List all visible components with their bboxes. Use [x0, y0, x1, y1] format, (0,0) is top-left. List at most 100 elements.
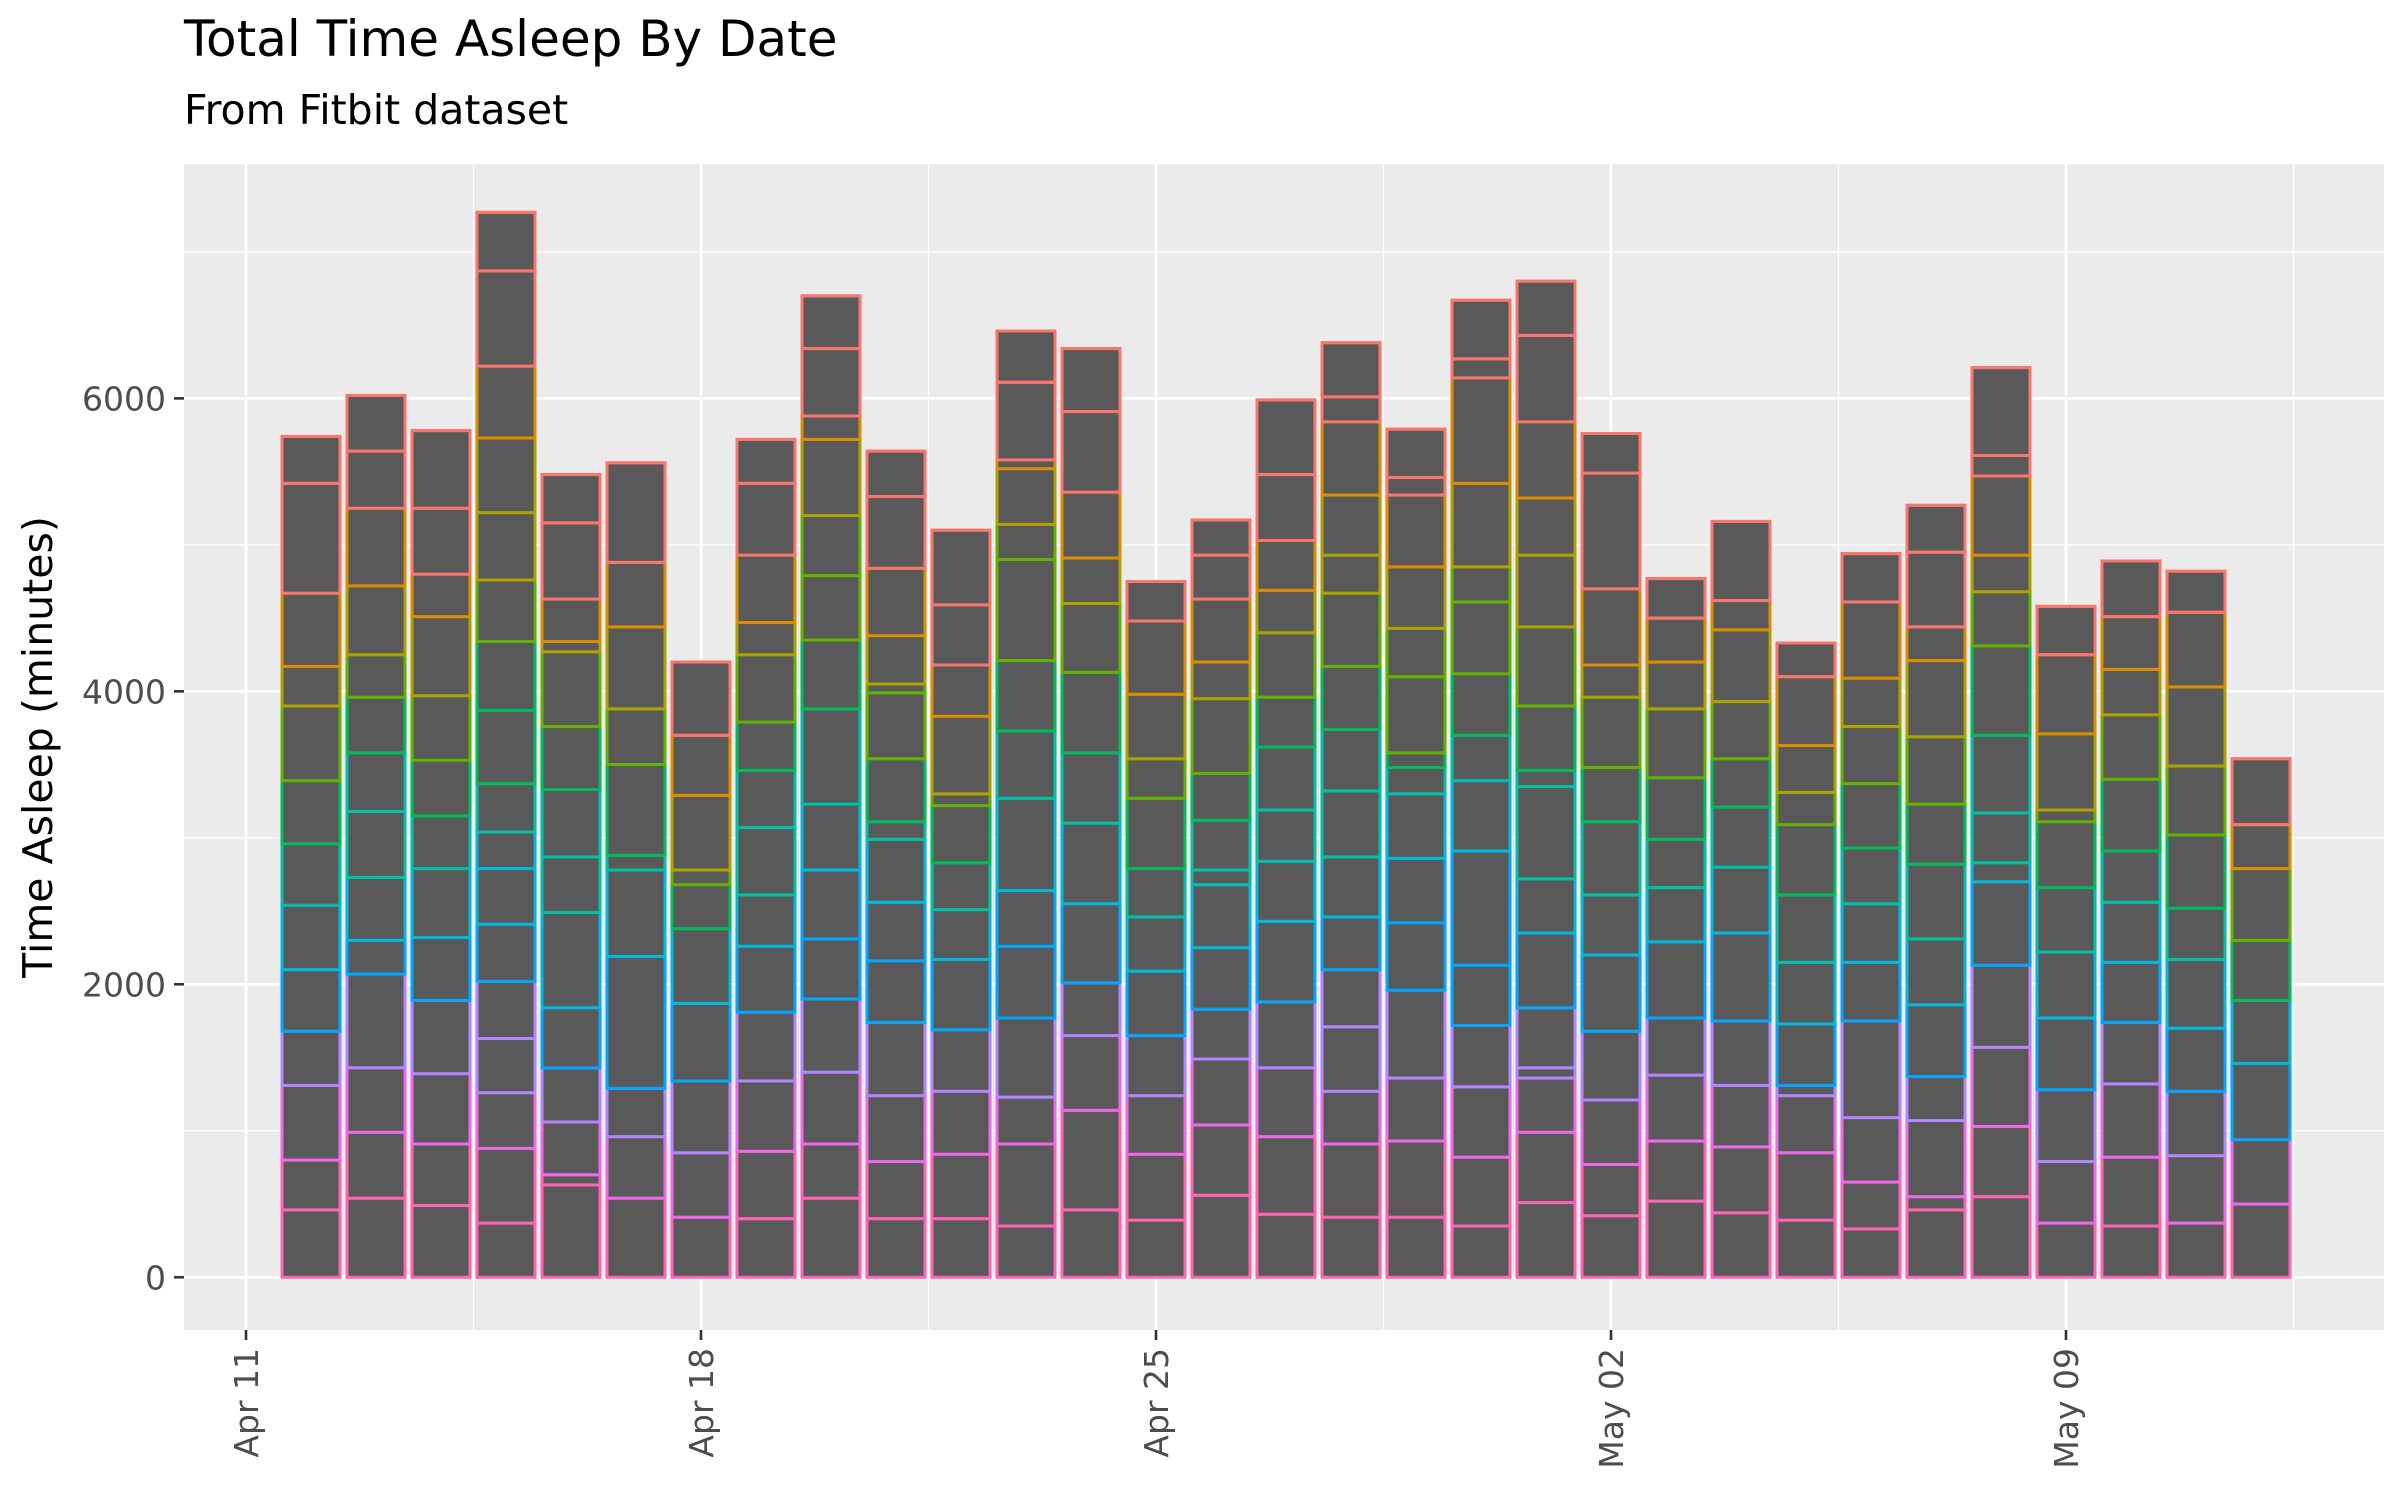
bar-segment	[2035, 950, 2097, 1020]
bars-layer	[280, 210, 2292, 1279]
bar-segment	[2100, 1020, 2162, 1086]
bar-segment	[1645, 886, 1707, 944]
chart-title: Total Time Asleep By Date	[184, 10, 838, 68]
bar-segment	[410, 1203, 472, 1279]
bar-segment	[735, 1149, 797, 1221]
bar-segment	[2100, 960, 2162, 1024]
bar-segment	[670, 1001, 732, 1083]
bar-segment	[1060, 751, 1122, 825]
bar-top-segment	[1385, 427, 1447, 479]
bar-segment	[2035, 1160, 2097, 1225]
bar-segment	[280, 1208, 342, 1279]
bar-segment	[540, 640, 602, 654]
bar-segment	[1320, 553, 1382, 595]
bar-segment	[865, 1020, 927, 1098]
bar-segment	[410, 694, 472, 762]
x-tick-label: May 09	[2047, 1348, 2086, 1469]
bar-segment	[1060, 347, 1122, 414]
bar-segment	[1515, 785, 1577, 881]
bar-segment	[1255, 473, 1317, 542]
bar-segment	[1450, 779, 1512, 853]
bar-segment	[1970, 733, 2032, 815]
bar-segment	[1320, 341, 1382, 399]
bar-segment	[345, 506, 407, 588]
bar-may-01	[1515, 279, 1577, 1279]
bar-segment	[1320, 968, 1382, 1029]
bar-segment	[605, 954, 667, 1090]
bar-segment	[865, 900, 927, 963]
bar-segment	[540, 473, 602, 525]
bar-segment	[1385, 792, 1447, 860]
bar-apr-16	[540, 473, 602, 1279]
bar-segment	[1450, 1023, 1512, 1089]
bar-may-09	[2035, 604, 2097, 1279]
bar-segment	[930, 792, 992, 808]
bar-may-07	[1905, 503, 1967, 1279]
bar-segment	[540, 1006, 602, 1070]
bar-segment	[1905, 1003, 1967, 1079]
bar-segment	[1190, 946, 1252, 1011]
bar-segment	[1515, 768, 1577, 789]
bar-segment	[1710, 599, 1772, 632]
bar-segment	[1775, 641, 1837, 679]
bar-may-12	[2230, 757, 2292, 1279]
bar-segment	[865, 566, 927, 638]
bar-segment	[865, 1160, 927, 1221]
bar-segment	[2100, 777, 2162, 853]
bar-segment	[410, 615, 472, 698]
bar-segment	[995, 1224, 1057, 1279]
bar-segment	[2165, 1026, 2227, 1093]
bar-segment	[605, 1196, 667, 1279]
bar-segment	[735, 553, 797, 624]
bar-segment	[2165, 610, 2227, 689]
bar-segment	[410, 935, 472, 1002]
bar-segment	[2035, 653, 2097, 736]
bar-top-segment	[345, 393, 407, 453]
axis-layer: 0 2000 4000 6000 Apr 11 Apr 18 Apr 25 May 02 May…	[82, 379, 2086, 1468]
bar-segment	[670, 927, 732, 1005]
bar-segment	[410, 506, 472, 576]
bar-apr-15	[475, 210, 537, 1279]
bar-segment	[735, 1217, 797, 1279]
bar-segment	[1385, 1139, 1447, 1219]
bar-segment	[930, 603, 992, 667]
bar-segment	[410, 814, 472, 871]
bar-segment	[1775, 1083, 1837, 1098]
bar-segment	[2100, 1155, 2162, 1228]
bar-segment	[1060, 1108, 1122, 1212]
bar-segment	[1645, 707, 1707, 780]
bar-segment	[2035, 808, 2097, 824]
bar-segment	[1320, 1089, 1382, 1146]
bar-segment	[1255, 808, 1317, 863]
bar-segment	[475, 1091, 537, 1150]
bar-segment	[280, 968, 342, 1033]
bar-segment	[1645, 616, 1707, 664]
bar-segment	[1320, 727, 1382, 793]
bar-segment	[670, 883, 732, 931]
bar-segment	[1580, 1098, 1642, 1166]
bar-top-segment	[1320, 341, 1382, 399]
bar-segment	[1515, 704, 1577, 772]
bar-segment	[410, 429, 472, 510]
bar-segment	[1515, 333, 1577, 424]
bar-segment	[1255, 631, 1317, 699]
bar-segment	[1645, 1199, 1707, 1279]
bar-segment	[930, 861, 992, 912]
bar-segment	[1970, 590, 2032, 648]
bar-top-segment	[410, 429, 472, 510]
bar-top-segment	[1775, 641, 1837, 679]
bar-segment	[735, 826, 797, 897]
bar-segment	[410, 1072, 472, 1146]
bar-top-segment	[800, 294, 862, 351]
bar-segment	[1450, 672, 1512, 737]
bar-segment	[1710, 1019, 1772, 1087]
bar-segment	[475, 511, 537, 582]
bar-segment	[1515, 625, 1577, 708]
bar-segment	[995, 1016, 1057, 1099]
y-tick-label: 2000	[82, 965, 166, 1004]
bar-segment	[410, 998, 472, 1076]
bar-top-segment	[735, 437, 797, 485]
bar-segment	[2230, 1138, 2292, 1206]
bar-segment	[1320, 664, 1382, 731]
